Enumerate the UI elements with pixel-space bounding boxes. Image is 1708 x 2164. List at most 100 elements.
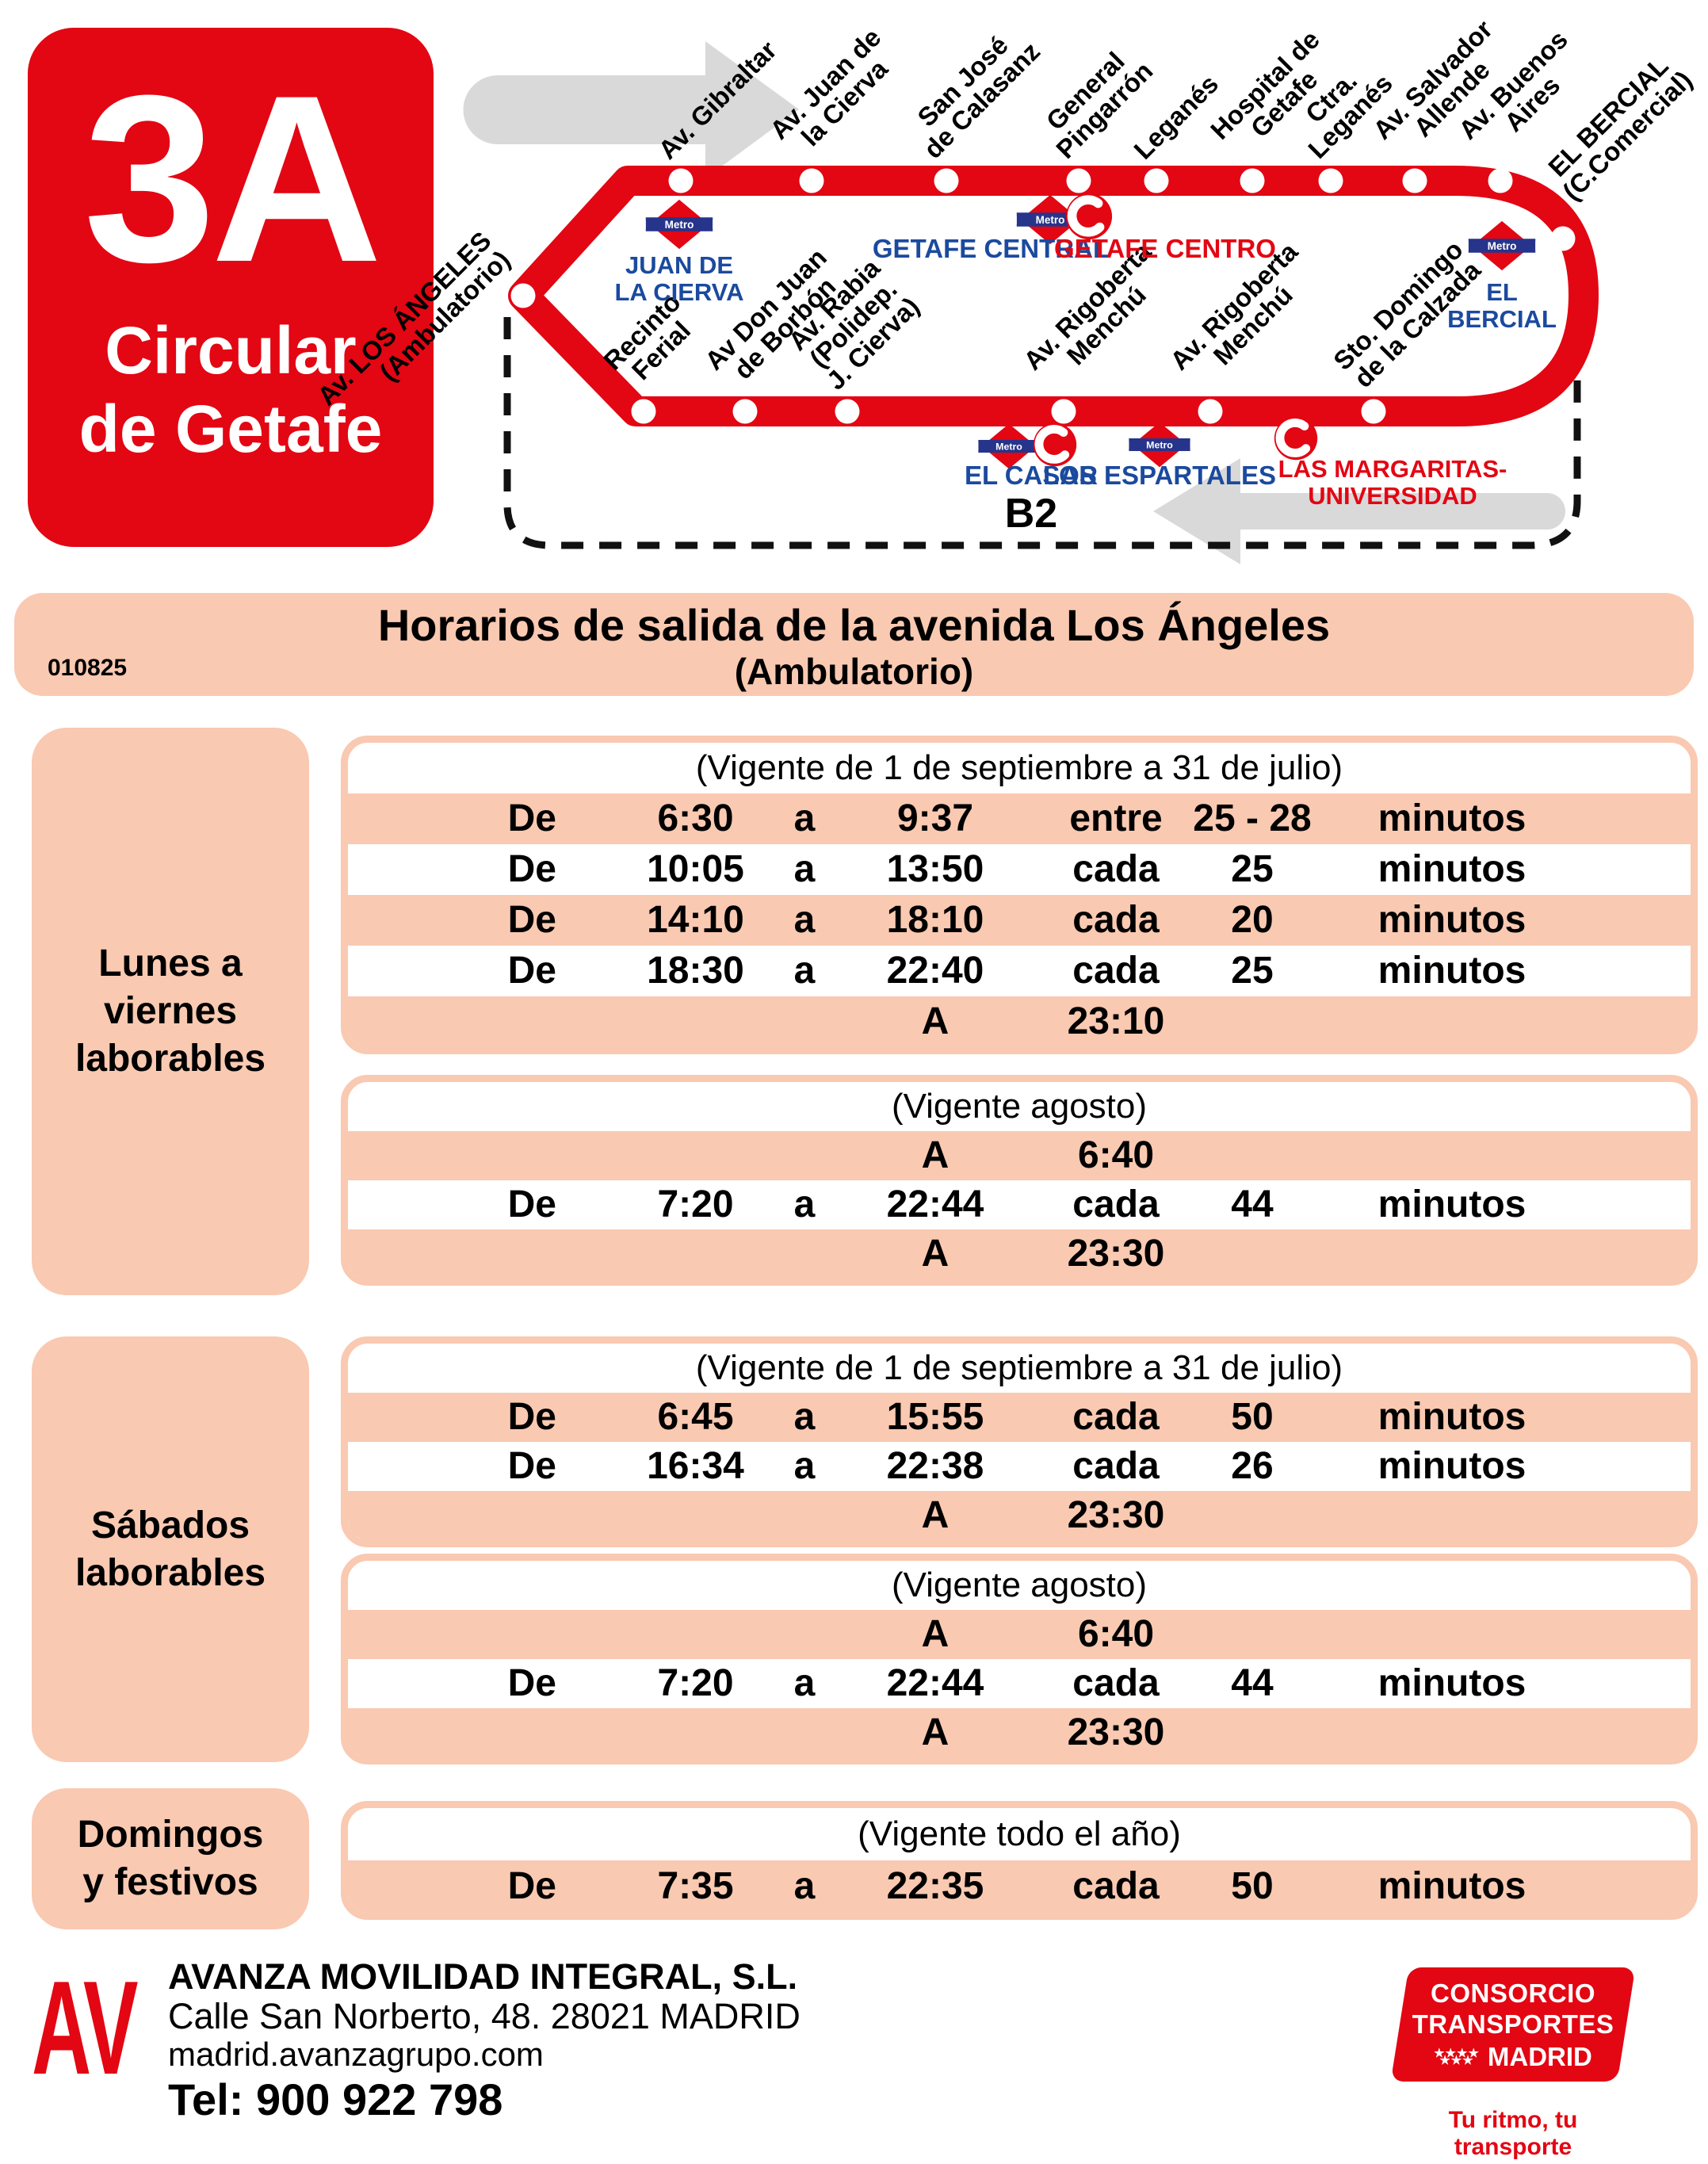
- bus-line-b2-label: B2: [1004, 491, 1058, 537]
- row-cell: 26: [1231, 1445, 1274, 1487]
- row-cell: 50: [1231, 1865, 1274, 1907]
- timetable-code: 010825: [48, 655, 128, 681]
- timetable-panel: (Vigente de 1 de septiembre a 31 de juli…: [341, 736, 1698, 1054]
- row-cell: 10:05: [647, 848, 744, 890]
- row-cell: 44: [1231, 1662, 1274, 1704]
- row-cell: 15:55: [886, 1396, 984, 1438]
- timetable-panel: (Vigente agosto) A 6:40 De 7:20 a 22:44 cada 4…: [341, 1075, 1698, 1286]
- daytype-label-saturdays: Sábados laborables: [32, 1336, 309, 1762]
- station-name-las-margaritas: LAS MARGARITAS- UNIVERSIDAD: [1278, 455, 1507, 510]
- row-cell: 14:10: [647, 899, 744, 941]
- row-cell: a: [793, 1445, 816, 1487]
- row-cell: 22:38: [886, 1445, 984, 1487]
- timetable-panel: (Vigente agosto) A 6:40 De 7:20 a 22:44 cada 4…: [341, 1554, 1698, 1764]
- company-phone: Tel: 900 922 798: [168, 2074, 503, 2124]
- row-cell: minutos: [1377, 950, 1527, 992]
- cercanias-icon: [1065, 193, 1113, 240]
- row-cell: minutos: [1377, 1445, 1527, 1487]
- station-name-getafe-central: GETAFE CENTRAL: [872, 234, 1110, 263]
- row-cell: minutos: [1377, 1662, 1527, 1704]
- row-cell: cada: [1072, 1662, 1160, 1704]
- metro-icon: Metro: [1125, 422, 1194, 468]
- row-cell: a: [793, 950, 816, 992]
- row-cell: minutos: [1377, 1396, 1527, 1438]
- header-bar: 010825 Horarios de salida de la avenida …: [14, 593, 1694, 696]
- row-cell: A: [921, 1000, 950, 1042]
- validity-row: (Vigente de 1 de septiembre a 31 de juli…: [695, 1348, 1343, 1387]
- validity-row: (Vigente todo el año): [858, 1814, 1181, 1853]
- timetable-panel: (Vigente todo el año) De 7:35 a 22:35 cada 50…: [341, 1801, 1698, 1920]
- route-diagram-graphic: [463, 41, 1599, 564]
- direction-arrow-right-icon: [463, 75, 705, 144]
- row-cell: minutos: [1377, 1183, 1527, 1225]
- station-name-el-bercial: EL BERCIAL: [1447, 278, 1557, 334]
- row-cell: cada: [1072, 1865, 1160, 1907]
- stop-dot: [1240, 168, 1265, 193]
- row-cell: 16:34: [647, 1445, 744, 1487]
- timetable-row: De 7:20 a 22:44 cada 44 minutos: [348, 1180, 1691, 1229]
- page-subtitle: (Ambulatorio): [734, 651, 974, 692]
- row-cell: minutos: [1377, 899, 1527, 941]
- company-name: AVANZA MOVILIDAD INTEGRAL, S.L.: [168, 1956, 798, 1997]
- timetable-row: De 10:05 a 13:50 cada 25 minutos: [348, 844, 1691, 895]
- row-cell: De: [507, 1396, 556, 1438]
- timetable-row: A 6:40: [348, 1131, 1691, 1180]
- row-cell: De: [507, 1662, 556, 1704]
- metro-icon: Metro: [1465, 220, 1539, 271]
- row-cell: A: [921, 1134, 950, 1176]
- timetable-row: De 18:30 a 22:40 cada 25 minutos: [348, 946, 1691, 996]
- row-cell: 18:30: [647, 950, 744, 992]
- stop-dots: [510, 168, 1576, 424]
- direction-arrow-right-head-icon: [705, 41, 799, 178]
- timetable-row: De 16:34 a 22:38 cada 26 minutos: [348, 1442, 1691, 1491]
- row-cell: minutos: [1377, 848, 1527, 890]
- svg-text:Metro: Metro: [1146, 439, 1173, 450]
- consorcio-tagline: Tu ritmo, tu transporte: [1448, 2107, 1578, 2160]
- row-cell: De: [507, 848, 556, 890]
- stop-dot: [1402, 168, 1427, 193]
- direction-arrow-left-icon: [1240, 493, 1565, 530]
- row-cell: cada: [1072, 1396, 1160, 1438]
- stop-dot: [934, 168, 959, 193]
- stop-dot: [1198, 399, 1223, 424]
- row-cell: 23:30: [1067, 1711, 1165, 1753]
- stop-dot: [1550, 226, 1576, 251]
- stop-dot: [1066, 168, 1091, 193]
- station-name-getafe-centro: GETAFE CENTRO: [1054, 234, 1276, 263]
- timetable-row: A 23:30: [348, 1491, 1691, 1540]
- stop-dot: [1318, 168, 1343, 193]
- metro-icon: Metro: [975, 423, 1043, 469]
- row-cell: 6:45: [657, 1396, 734, 1438]
- consorcio-logo: CONSORCIO TRANSPORTES ★★★★ ★★★ MADRID: [1400, 1967, 1626, 2082]
- stop-dot: [835, 399, 860, 424]
- row-cell: a: [793, 1865, 816, 1907]
- row-cell: De: [507, 797, 556, 839]
- row-cell: a: [793, 1396, 816, 1438]
- company-website: madrid.avanzagrupo.com: [168, 2036, 544, 2073]
- row-cell: cada: [1072, 950, 1160, 992]
- row-cell: De: [507, 950, 556, 992]
- timetable-panel: (Vigente de 1 de septiembre a 31 de juli…: [341, 1336, 1698, 1547]
- stop-dot: [631, 399, 656, 424]
- cercanias-icon: [1274, 416, 1318, 461]
- row-cell: a: [793, 899, 816, 941]
- row-cell: 25: [1231, 950, 1274, 992]
- row-cell: 23:10: [1067, 1000, 1165, 1042]
- row-cell: entre: [1069, 797, 1163, 839]
- stop-dot: [668, 168, 694, 193]
- row-cell: A: [921, 1494, 950, 1536]
- timetable-row: De 7:20 a 22:44 cada 44 minutos: [348, 1659, 1691, 1708]
- timetable-row: De 14:10 a 18:10 cada 20 minutos: [348, 895, 1691, 946]
- timetable-row: De 6:30 a 9:37 entre 25 - 28 minutos: [348, 793, 1691, 844]
- row-cell: 25 - 28: [1193, 797, 1312, 839]
- cercanias-icon: [1033, 422, 1077, 467]
- row-cell: 22:44: [886, 1183, 984, 1225]
- timetable-row: De 7:35 a 22:35 cada 50 minutos: [348, 1860, 1691, 1913]
- timetable-row: A 23:10: [348, 996, 1691, 1047]
- row-cell: cada: [1072, 848, 1160, 890]
- stop-dot: [1361, 399, 1386, 424]
- row-cell: cada: [1072, 1183, 1160, 1225]
- station-name-el-casar: EL CASAR: [964, 461, 1099, 490]
- consorcio-line2: TRANSPORTES: [1412, 2009, 1614, 2039]
- stop-dot: [732, 399, 758, 424]
